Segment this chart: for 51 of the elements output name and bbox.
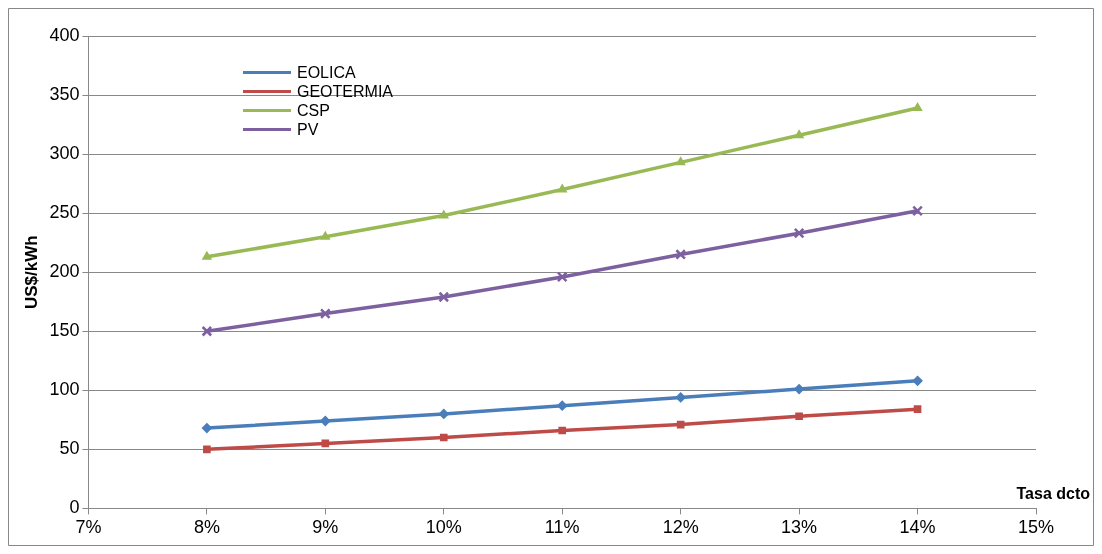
x-tick-label: 9%: [312, 517, 339, 538]
point: [675, 248, 687, 260]
point: [794, 384, 805, 395]
x-tick-label: 8%: [193, 517, 220, 538]
point: [794, 130, 804, 139]
x-tick-label: 7%: [75, 517, 102, 538]
x-tick-label: 11%: [544, 517, 580, 538]
point: [203, 445, 211, 454]
point: [913, 405, 922, 414]
legend-label: PV: [297, 120, 319, 139]
point: [320, 231, 330, 240]
y-tick-label: 150: [49, 320, 80, 341]
point: [202, 251, 212, 260]
point: [320, 416, 331, 427]
x-tick-label: 10%: [425, 517, 462, 538]
y-tick-label: 300: [49, 143, 80, 164]
point: [321, 439, 330, 448]
y-tick-label: 350: [49, 84, 80, 105]
point: [557, 400, 568, 411]
point: [912, 205, 924, 217]
legend-label: GEOTERMIA: [297, 82, 394, 101]
point: [675, 392, 686, 403]
y-tick-label: 0: [69, 497, 80, 518]
point: [438, 291, 450, 303]
point: [558, 426, 567, 435]
x-tick-label: 12%: [662, 517, 699, 538]
point: [201, 325, 213, 337]
point: [438, 408, 449, 419]
y-tick-label: 100: [49, 379, 80, 400]
point: [439, 433, 448, 442]
x-tick-label: 13%: [781, 517, 818, 538]
point: [319, 308, 331, 320]
point: [556, 271, 568, 283]
point: [201, 423, 212, 434]
point: [557, 184, 567, 193]
y-tick-label: 50: [59, 438, 80, 459]
x-axis-title: Tasa dcto: [1016, 484, 1091, 502]
x-tick-label: 14%: [899, 517, 936, 538]
point: [912, 375, 923, 386]
point: [439, 210, 449, 219]
y-tick-label: 200: [49, 261, 80, 282]
point: [913, 103, 923, 112]
point: [676, 157, 686, 166]
point: [793, 227, 805, 239]
legend-label: EOLICA: [297, 63, 356, 82]
y-tick-label: 400: [49, 24, 80, 45]
legend-label: CSP: [297, 101, 330, 120]
x-tick-label: 15%: [1017, 517, 1055, 538]
y-axis-title: US$/kWh: [21, 235, 41, 310]
y-tick-label: 250: [49, 202, 80, 223]
point: [795, 412, 803, 421]
